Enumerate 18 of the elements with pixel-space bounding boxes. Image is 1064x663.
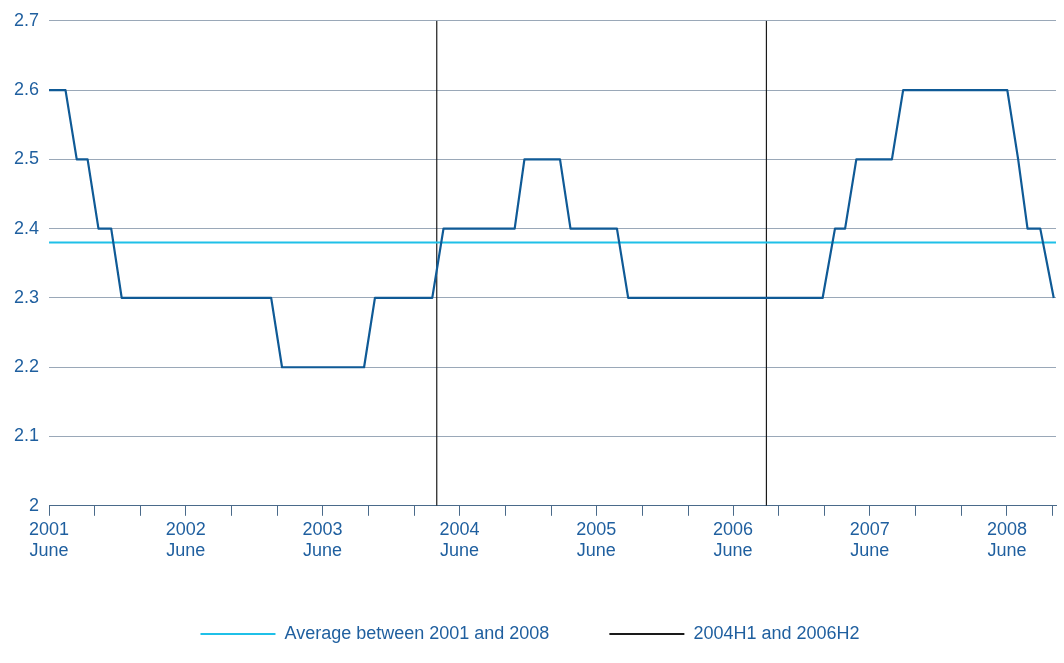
x-tick-label: 2003 June (302, 518, 343, 561)
y-tick-label: 2.7 (13, 9, 40, 30)
x-tick-label: 2008 June (986, 518, 1027, 561)
y-tick-label: 2.4 (13, 217, 40, 238)
x-tick-label: 2005 June (576, 518, 617, 561)
x-tick-label: 2004 June (439, 518, 480, 561)
x-tick-label: 2007 June (849, 518, 890, 561)
legend-label: Average between 2001 and 2008 (284, 622, 550, 643)
y-tick-label: 2.5 (13, 148, 40, 169)
y-tick-label: 2.1 (13, 425, 40, 446)
x-tick-label: 2002 June (165, 518, 206, 561)
y-tick-label: 2.3 (13, 286, 40, 307)
x-tick-label: 2001 June (29, 518, 70, 561)
legend-label: 2004H1 and 2006H2 (693, 622, 860, 643)
y-tick-label: 2.6 (13, 79, 40, 100)
y-tick-label: 2 (29, 494, 40, 515)
y-tick-label: 2.2 (13, 356, 40, 377)
x-tick-label: 2006 June (713, 518, 754, 561)
